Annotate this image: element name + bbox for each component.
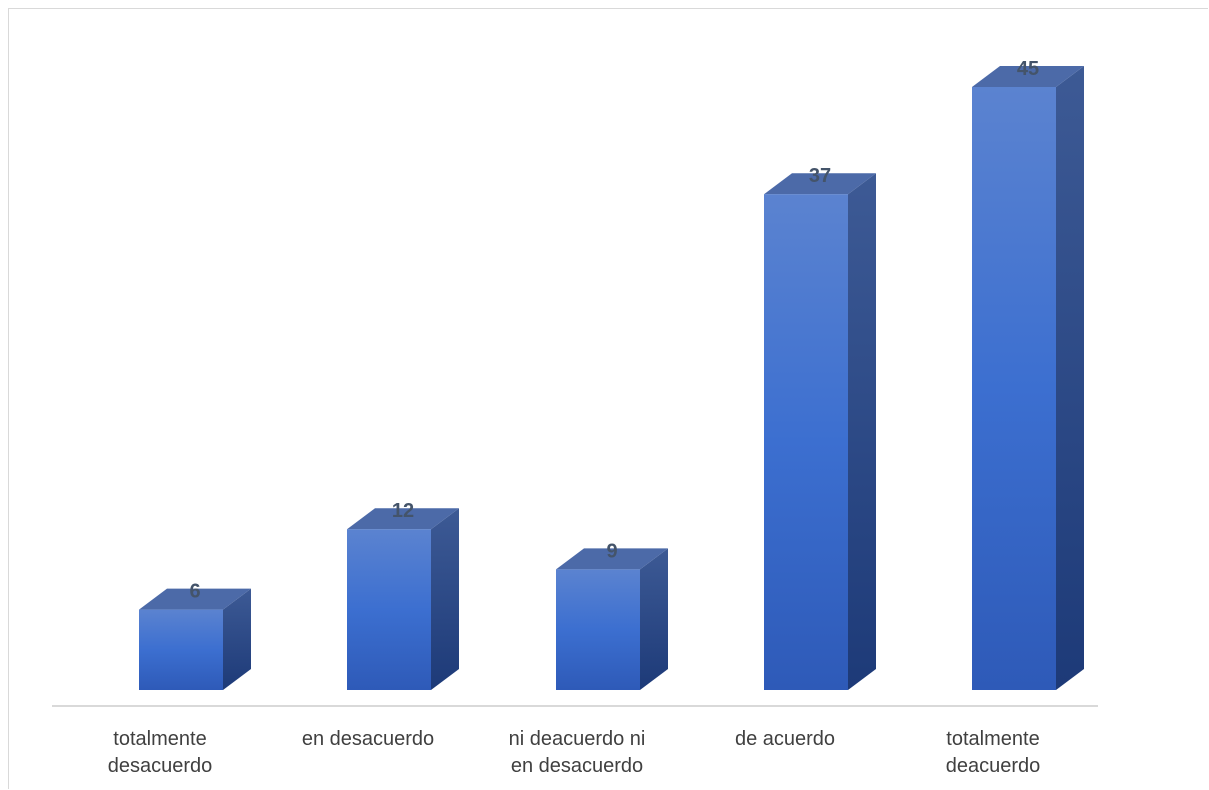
bar-side-face — [223, 588, 251, 690]
bar-5 — [972, 66, 1084, 690]
data-label: 45 — [1017, 58, 1039, 80]
bar-4 — [764, 173, 876, 690]
data-label: 9 — [606, 540, 617, 562]
category-labels: totalmente desacuerdo en desacuerdo ni deac… — [108, 728, 1041, 777]
bar-front-face — [139, 609, 223, 690]
category-label: en desacuerdo — [302, 728, 434, 750]
category-label: ni deacuerdo ni en desacuerdo — [509, 728, 646, 777]
data-label: 6 — [189, 581, 200, 603]
bar-front-face — [556, 569, 640, 690]
bar-side-face — [848, 173, 876, 690]
bar-top-face — [556, 548, 668, 570]
bar-1 — [139, 588, 251, 690]
bars-group — [139, 66, 1084, 690]
bar-top-face — [764, 173, 876, 195]
bar-3 — [556, 548, 668, 690]
data-label: 12 — [392, 500, 414, 522]
bar-side-face — [1056, 66, 1084, 690]
bar-front-face — [972, 87, 1056, 690]
category-label: de acuerdo — [735, 728, 835, 750]
bar-top-face — [972, 66, 1084, 87]
bar-top-face — [347, 508, 459, 530]
data-labels: 6 12 9 37 45 — [189, 58, 1039, 603]
bar-side-face — [640, 548, 668, 690]
bar-front-face — [347, 529, 431, 690]
category-label: totalmente desacuerdo — [108, 728, 213, 777]
bar-top-face — [139, 588, 251, 610]
bar-side-face — [431, 508, 459, 690]
bar-front-face — [764, 194, 848, 690]
category-label: totalmente deacuerdo — [946, 728, 1041, 777]
bar-2 — [347, 508, 459, 690]
data-label: 37 — [809, 165, 831, 187]
